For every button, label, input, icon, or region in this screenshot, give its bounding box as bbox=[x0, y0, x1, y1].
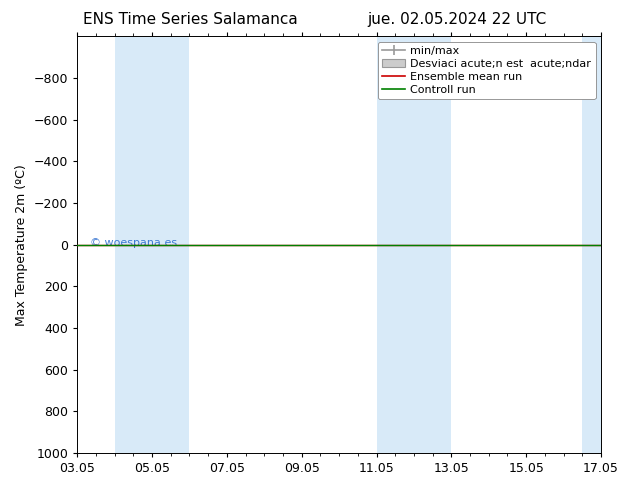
Text: ENS Time Series Salamanca: ENS Time Series Salamanca bbox=[83, 12, 297, 27]
Legend: min/max, Desviaci acute;n est  acute;ndar, Ensemble mean run, Controll run: min/max, Desviaci acute;n est acute;ndar… bbox=[378, 42, 595, 99]
Bar bbox=[583, 36, 620, 453]
Bar bbox=[115, 36, 190, 453]
Y-axis label: Max Temperature 2m (ºC): Max Temperature 2m (ºC) bbox=[15, 164, 28, 325]
Text: jue. 02.05.2024 22 UTC: jue. 02.05.2024 22 UTC bbox=[367, 12, 546, 27]
Bar bbox=[377, 36, 451, 453]
Text: © woespana.es: © woespana.es bbox=[90, 239, 178, 248]
